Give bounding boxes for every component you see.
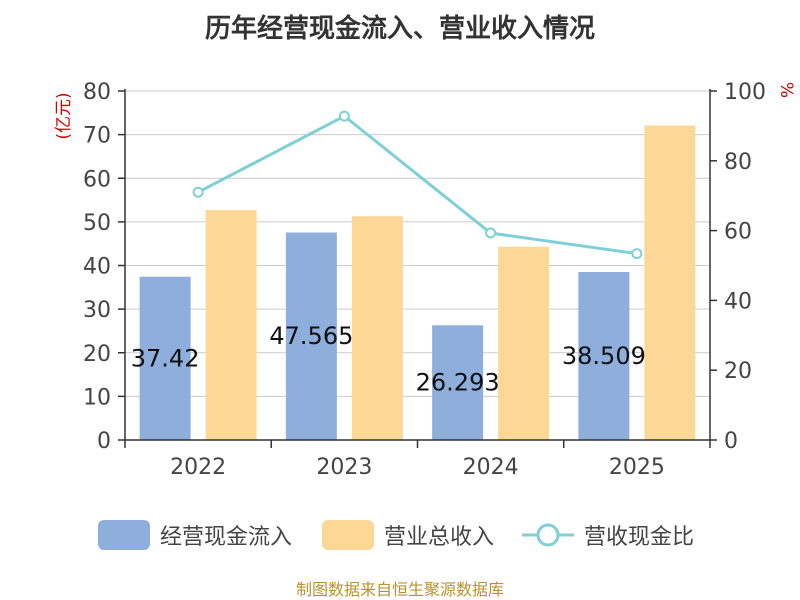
x-axis-tick-label: 2023 bbox=[316, 455, 372, 480]
source-note: 制图数据来自恒生聚源数据库 bbox=[295, 580, 504, 599]
left-axis-tick-label: 60 bbox=[83, 167, 111, 192]
left-axis-tick-label: 30 bbox=[83, 298, 111, 323]
legend-item-revenue[interactable]: 营业总收入 bbox=[322, 518, 494, 552]
bar-revenue bbox=[205, 210, 257, 440]
data-labels: 37.42 47.565 26.293 38.509 bbox=[131, 322, 646, 396]
left-axis-tick-label: 40 bbox=[83, 255, 111, 280]
bar-cash-inflow bbox=[432, 325, 484, 440]
bar-revenue bbox=[498, 246, 550, 440]
x-axis-tick-label: 2022 bbox=[170, 455, 226, 480]
left-axis-unit-label: (亿元) bbox=[54, 92, 74, 139]
data-label-cash-inflow: 47.565 bbox=[269, 322, 353, 350]
bar-cash-inflow bbox=[139, 276, 191, 440]
x-axis-tick-label: 2025 bbox=[609, 455, 665, 480]
legend: 经营现金流入 营业总收入 营收现金比 bbox=[0, 518, 800, 552]
data-label-cash-inflow: 38.509 bbox=[562, 342, 646, 370]
left-axis-tick-label: 20 bbox=[83, 342, 111, 367]
left-axis-tick-label: 0 bbox=[97, 429, 111, 454]
right-axis-tick-label: 80 bbox=[724, 150, 752, 175]
right-axis-tick-label: 100 bbox=[724, 80, 766, 105]
left-axis-tick-label: 70 bbox=[83, 124, 111, 149]
legend-item-cash-inflow[interactable]: 经营现金流入 bbox=[98, 518, 292, 552]
ratio-line-point bbox=[192, 186, 204, 198]
left-axis-tick-label: 80 bbox=[83, 80, 111, 105]
right-axis-tick-label: 20 bbox=[724, 359, 752, 384]
right-axis-tick-label: 60 bbox=[724, 220, 752, 245]
ratio-line bbox=[192, 110, 643, 260]
x-axis-tick-label: 2024 bbox=[463, 455, 519, 480]
bar-revenue bbox=[351, 216, 403, 440]
legend-item-ratio[interactable]: 营收现金比 bbox=[522, 518, 694, 552]
left-axis-tick-label: 50 bbox=[83, 211, 111, 236]
bar-revenue bbox=[644, 125, 696, 441]
axes: 0 10 20 30 40 50 60 70 80 0 20 40 60 80 100 2022 2023 202… bbox=[54, 80, 796, 480]
right-axis-tick-label: 40 bbox=[724, 289, 752, 314]
ratio-line-point bbox=[631, 248, 643, 260]
bar-cash-inflow bbox=[578, 272, 630, 440]
left-axis-tick-label: 10 bbox=[83, 385, 111, 410]
right-axis-unit-label: % bbox=[776, 82, 796, 98]
ratio-line-path bbox=[197, 114, 638, 256]
bars bbox=[139, 125, 696, 441]
data-label-cash-inflow: 37.42 bbox=[131, 344, 200, 372]
bar-cash-inflow bbox=[285, 232, 337, 440]
legend-label-ratio: 营收现金比 bbox=[584, 525, 695, 550]
ratio-line-point bbox=[338, 110, 350, 122]
ratio-line-point bbox=[485, 227, 497, 239]
legend-line-marker-icon bbox=[522, 523, 574, 547]
chart-title: 历年经营现金流入、营业收入情况 bbox=[204, 14, 595, 44]
legend-swatch-revenue bbox=[322, 520, 374, 550]
right-axis-tick-label: 0 bbox=[724, 429, 738, 454]
legend-swatch-cash-inflow bbox=[98, 520, 150, 550]
legend-label-cash-inflow: 经营现金流入 bbox=[160, 525, 293, 550]
legend-label-revenue: 营业总收入 bbox=[384, 525, 495, 550]
data-label-cash-inflow: 26.293 bbox=[416, 369, 500, 397]
